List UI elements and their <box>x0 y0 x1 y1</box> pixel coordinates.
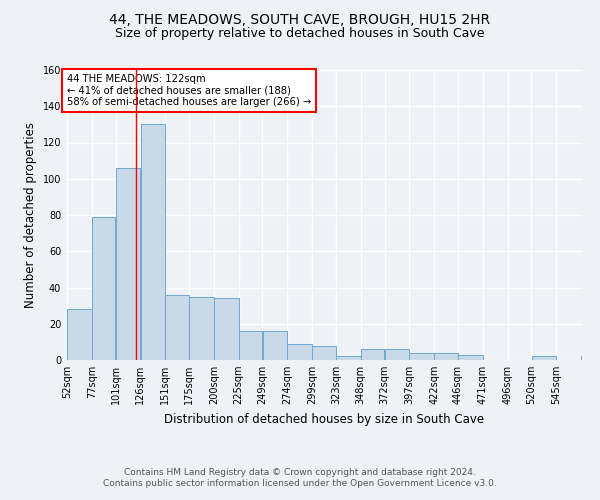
Text: 44, THE MEADOWS, SOUTH CAVE, BROUGH, HU15 2HR: 44, THE MEADOWS, SOUTH CAVE, BROUGH, HU1… <box>109 12 491 26</box>
Bar <box>581 356 600 360</box>
Text: Contains HM Land Registry data © Crown copyright and database right 2024.
Contai: Contains HM Land Registry data © Crown c… <box>103 468 497 487</box>
Y-axis label: Number of detached properties: Number of detached properties <box>24 122 37 308</box>
Bar <box>189 296 214 360</box>
Bar <box>312 346 336 360</box>
Bar <box>116 168 140 360</box>
Bar <box>67 309 92 360</box>
Bar <box>385 349 409 360</box>
Bar <box>336 356 361 360</box>
Bar <box>287 344 312 360</box>
Bar <box>458 354 482 360</box>
Bar <box>92 217 115 360</box>
Bar <box>361 349 385 360</box>
Bar <box>409 353 434 360</box>
Bar <box>239 331 262 360</box>
Bar <box>263 331 287 360</box>
Text: 44 THE MEADOWS: 122sqm
← 41% of detached houses are smaller (188)
58% of semi-de: 44 THE MEADOWS: 122sqm ← 41% of detached… <box>67 74 311 107</box>
Bar <box>140 124 165 360</box>
Bar <box>434 353 458 360</box>
Bar <box>532 356 556 360</box>
X-axis label: Distribution of detached houses by size in South Cave: Distribution of detached houses by size … <box>164 412 484 426</box>
Bar <box>166 294 189 360</box>
Text: Size of property relative to detached houses in South Cave: Size of property relative to detached ho… <box>115 28 485 40</box>
Bar <box>214 298 239 360</box>
